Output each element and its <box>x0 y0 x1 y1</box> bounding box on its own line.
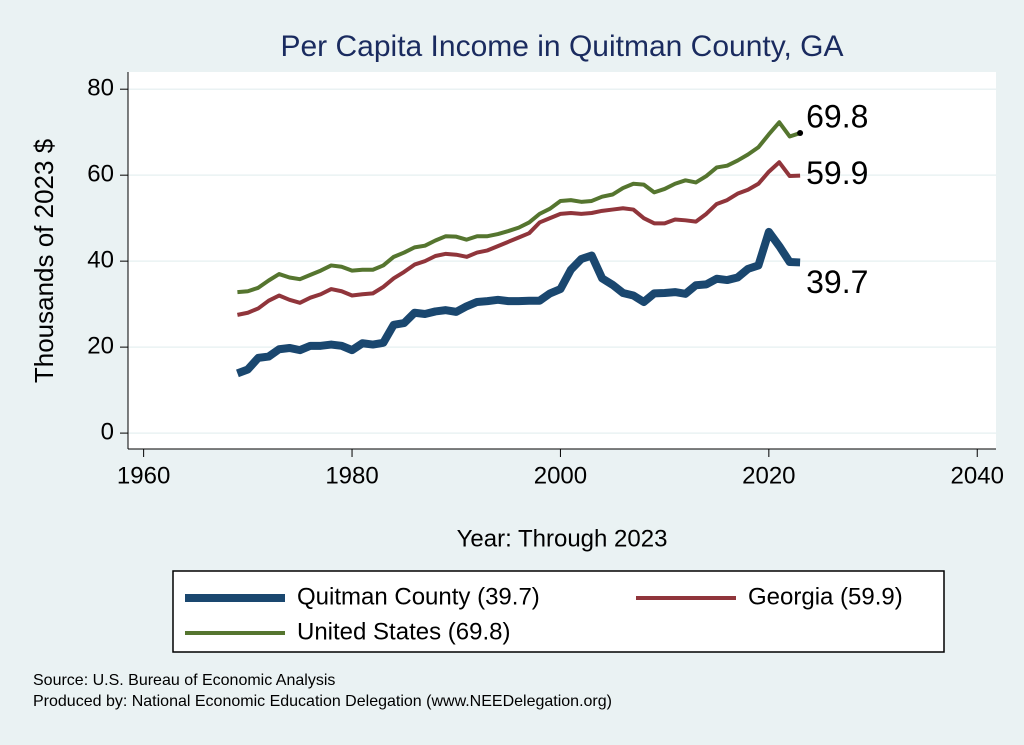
legend-label: Georgia (59.9) <box>748 583 903 610</box>
end-label: 39.7 <box>806 264 868 300</box>
y-axis-title: Thousands of 2023 $ <box>29 138 59 383</box>
end-label: 69.8 <box>806 98 868 134</box>
x-tick-label: 1980 <box>325 462 378 489</box>
source-note: Source: U.S. Bureau of Economic Analysis <box>33 672 335 689</box>
y-tick-label: 80 <box>87 75 114 102</box>
legend-label: Quitman County (39.7) <box>297 583 540 610</box>
series-line <box>237 120 801 295</box>
x-tick-label: 2020 <box>742 462 795 489</box>
x-tick-label: 1960 <box>117 462 170 489</box>
series-line <box>237 160 801 317</box>
chart-title: Per Capita Income in Quitman County, GA <box>280 30 843 63</box>
end-marker <box>797 130 804 137</box>
y-tick-label: 40 <box>87 246 114 273</box>
x-axis-title: Year: Through 2023 <box>457 525 668 552</box>
y-tick-label: 20 <box>87 332 114 359</box>
x-tick-label: 2040 <box>951 462 1004 489</box>
y-tick-label: 0 <box>101 418 114 445</box>
x-tick-label: 2000 <box>534 462 587 489</box>
legend <box>172 570 945 653</box>
series-line <box>236 227 801 378</box>
end-label: 59.9 <box>806 155 868 191</box>
legend-label: United States (69.8) <box>297 618 510 645</box>
y-tick-label: 60 <box>87 161 114 188</box>
producer-note: Produced by: National Economic Education… <box>33 693 612 710</box>
